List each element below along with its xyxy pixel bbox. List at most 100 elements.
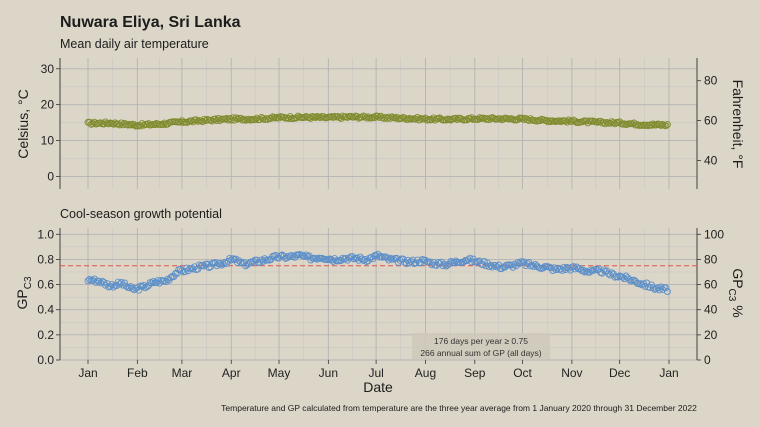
x-tick-label: Jan <box>659 366 678 380</box>
data-point <box>625 275 633 283</box>
data-point <box>361 256 369 263</box>
data-point <box>565 116 573 124</box>
data-point <box>221 259 229 266</box>
data-point <box>240 115 248 123</box>
data-point <box>562 266 569 273</box>
data-point <box>560 263 568 271</box>
data-point <box>181 268 189 276</box>
data-point <box>488 263 496 271</box>
data-point <box>474 116 482 124</box>
data-point <box>523 116 531 124</box>
data-point <box>353 113 361 120</box>
data-point <box>447 258 455 265</box>
data-point <box>600 266 608 274</box>
data-point <box>517 258 525 266</box>
data-point <box>530 263 538 271</box>
data-point <box>372 252 380 259</box>
data-point <box>519 114 527 122</box>
data-point <box>130 121 138 129</box>
data-point <box>488 114 496 122</box>
data-point <box>571 117 579 125</box>
data-point <box>227 256 235 264</box>
data-point <box>213 117 221 124</box>
data-point <box>511 260 519 268</box>
data-point <box>601 120 609 128</box>
data-point <box>367 253 375 261</box>
data-point <box>359 256 367 264</box>
data-point <box>385 113 393 121</box>
data-point <box>479 261 487 269</box>
x-tick-label: Jun <box>319 366 338 380</box>
data-point <box>160 277 168 285</box>
x-tick-label: Oct <box>513 366 532 380</box>
data-point <box>216 117 224 125</box>
y-right-tick-label: 40 <box>704 303 718 317</box>
page-title: Nuwara Eliya, Sri Lanka <box>60 14 241 31</box>
data-point <box>116 280 124 288</box>
bottom-y-axis-label: GPC3 <box>14 276 34 309</box>
data-point <box>447 116 455 124</box>
data-point <box>614 273 622 281</box>
data-point <box>487 261 495 269</box>
data-point <box>261 116 269 124</box>
annotation-annual-gp-sum: 266 annual sum of GP (all days) <box>420 348 541 358</box>
data-point <box>117 119 125 127</box>
data-point <box>619 273 627 281</box>
data-point <box>160 119 168 127</box>
y-right-tick-label: 0 <box>704 353 711 367</box>
data-point <box>280 113 288 121</box>
data-point <box>663 121 671 128</box>
data-point <box>609 119 617 127</box>
data-point <box>100 120 108 128</box>
data-point <box>552 266 560 274</box>
data-point <box>302 251 310 259</box>
data-point <box>152 120 160 127</box>
data-point <box>289 252 297 260</box>
x-tick-label: Sep <box>464 366 486 380</box>
data-point <box>223 115 230 122</box>
plot-area <box>60 228 697 360</box>
data-point <box>662 122 670 130</box>
data-point <box>301 253 308 260</box>
data-point <box>452 257 460 265</box>
data-point <box>648 121 655 129</box>
data-point <box>638 281 646 289</box>
y-right-tick-label: 20 <box>704 328 718 342</box>
data-point <box>92 278 100 286</box>
data-point <box>336 114 343 121</box>
data-point <box>457 114 464 122</box>
data-point <box>388 113 396 121</box>
data-point <box>563 118 571 126</box>
x-tick-label: Jul <box>368 366 383 380</box>
data-point <box>267 114 275 122</box>
y-tick-label: 20 <box>41 98 55 112</box>
data-point <box>355 256 363 264</box>
data-point <box>232 255 240 263</box>
data-point <box>568 117 576 125</box>
data-point <box>374 112 382 120</box>
data-point <box>342 254 350 262</box>
data-point <box>215 115 222 122</box>
data-point <box>428 116 436 123</box>
data-point <box>600 118 608 126</box>
data-point <box>401 114 409 122</box>
gp-panel: 0.0 0.2 0.4 0.6 0.8 1.0 0 20 40 60 80 100 Jan Feb Mar A… <box>37 227 724 380</box>
data-point <box>232 114 240 122</box>
y-tick-label: 0.0 <box>37 353 54 367</box>
data-point <box>520 258 528 266</box>
data-point <box>520 115 528 123</box>
data-point <box>441 260 449 268</box>
data-point <box>528 261 536 269</box>
x-axis-label: Date <box>363 379 393 395</box>
bottom-panel-subtitle: Cool-season growth potential <box>60 207 222 221</box>
x-tick-label: May <box>268 366 291 380</box>
data-point <box>422 114 429 122</box>
data-point <box>573 263 581 271</box>
y-right-tick-label: 40 <box>704 153 718 167</box>
data-point <box>628 120 636 128</box>
data-point <box>200 115 208 123</box>
data-point <box>606 119 614 127</box>
data-point <box>485 263 493 271</box>
data-point <box>605 270 612 278</box>
y-tick-label: 10 <box>41 134 55 148</box>
